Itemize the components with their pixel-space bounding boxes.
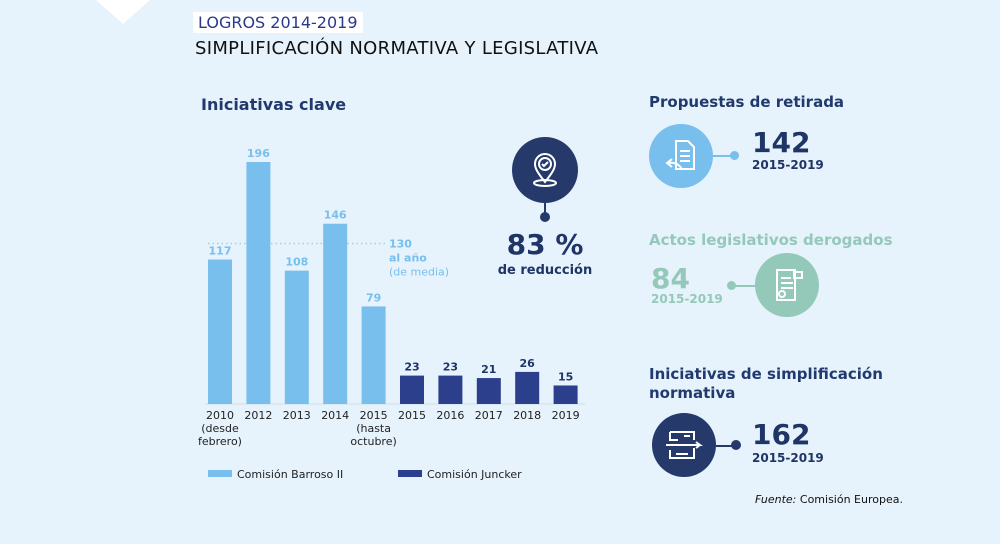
location-check-icon bbox=[512, 137, 578, 203]
x-tick-label: 2018 bbox=[513, 409, 541, 422]
bar bbox=[284, 270, 309, 404]
x-tick-label: 2015 bbox=[360, 409, 388, 422]
stat-period-simplification: 2015-2019 bbox=[752, 451, 824, 465]
bar-value-label: 108 bbox=[285, 256, 308, 269]
bar bbox=[361, 306, 386, 404]
legend-label: Comisión Barroso II bbox=[237, 468, 343, 481]
x-tick-label: 2013 bbox=[283, 409, 311, 422]
x-tick-label: 2010 bbox=[206, 409, 234, 422]
bar-value-label: 196 bbox=[247, 147, 270, 160]
source-note: Fuente: Comisión Europea. bbox=[755, 493, 903, 506]
connector bbox=[713, 155, 735, 157]
certificate-remove-icon bbox=[755, 253, 819, 317]
stat-value-simplification: 162 bbox=[752, 418, 811, 451]
bar-value-label: 79 bbox=[366, 291, 381, 304]
connector bbox=[544, 203, 546, 215]
bar-value-label: 146 bbox=[324, 209, 347, 222]
stat-period-repealed: 2015-2019 bbox=[651, 292, 723, 306]
bar bbox=[400, 375, 424, 404]
reduction-value: 83 % bbox=[506, 228, 584, 261]
bar bbox=[553, 385, 578, 404]
connector-dot bbox=[731, 440, 741, 450]
x-tick-label: 2015 bbox=[398, 409, 426, 422]
connector-dot bbox=[730, 151, 739, 160]
connector bbox=[733, 285, 757, 287]
legend-swatch bbox=[398, 470, 422, 477]
chart-title: Iniciativas clave bbox=[201, 95, 347, 114]
x-tick-label: febrero) bbox=[198, 435, 242, 448]
bar-value-label: 21 bbox=[481, 363, 496, 376]
average-label: (de media) bbox=[389, 265, 449, 278]
bar-value-label: 23 bbox=[443, 361, 458, 374]
bar-value-label: 15 bbox=[558, 370, 573, 383]
x-tick-label: (desde bbox=[201, 422, 239, 435]
document-return-icon bbox=[649, 124, 713, 188]
x-tick-label: octubre) bbox=[350, 435, 396, 448]
stat-title-withdrawals: Propuestas de retirada bbox=[649, 93, 845, 111]
connector-dot bbox=[540, 212, 550, 222]
x-tick-label: 2017 bbox=[475, 409, 503, 422]
stat-title-simplification: Iniciativas de simplificación normativa bbox=[649, 365, 883, 402]
bar bbox=[438, 375, 463, 404]
stat-value-repealed: 84 bbox=[651, 262, 690, 295]
bar bbox=[476, 378, 501, 404]
connector-dot bbox=[727, 281, 736, 290]
bar bbox=[246, 162, 271, 404]
x-tick-label: 2016 bbox=[436, 409, 464, 422]
reduction-label: de reducción bbox=[497, 263, 593, 278]
corner-decoration bbox=[96, 0, 150, 24]
legend-label: Comisión Juncker bbox=[427, 468, 522, 481]
x-tick-label: (hasta bbox=[356, 422, 391, 435]
bar bbox=[323, 223, 348, 404]
legend-swatch bbox=[208, 470, 232, 477]
bar-value-label: 23 bbox=[404, 361, 419, 374]
connector bbox=[716, 445, 736, 447]
stat-period-withdrawals: 2015-2019 bbox=[752, 158, 824, 172]
source-label: Fuente: bbox=[755, 493, 797, 506]
bar bbox=[208, 259, 232, 404]
average-label: 130 bbox=[389, 237, 412, 250]
bar-value-label: 26 bbox=[520, 357, 536, 370]
x-tick-label: 2014 bbox=[321, 409, 349, 422]
source-text: Comisión Europea. bbox=[796, 493, 903, 506]
tag-label: LOGROS 2014-2019 bbox=[193, 12, 363, 33]
stat-value-withdrawals: 142 bbox=[752, 126, 811, 159]
maze-icon bbox=[652, 413, 716, 477]
bar-value-label: 117 bbox=[209, 245, 232, 258]
x-tick-label: 2019 bbox=[552, 409, 580, 422]
page-title: SIMPLIFICACIÓN NORMATIVA Y LEGISLATIVA bbox=[195, 38, 599, 59]
x-tick-label: 2012 bbox=[244, 409, 272, 422]
average-label: al año bbox=[389, 251, 427, 264]
stat-title-repealed: Actos legislativos derogados bbox=[649, 231, 893, 249]
bar bbox=[515, 371, 540, 404]
